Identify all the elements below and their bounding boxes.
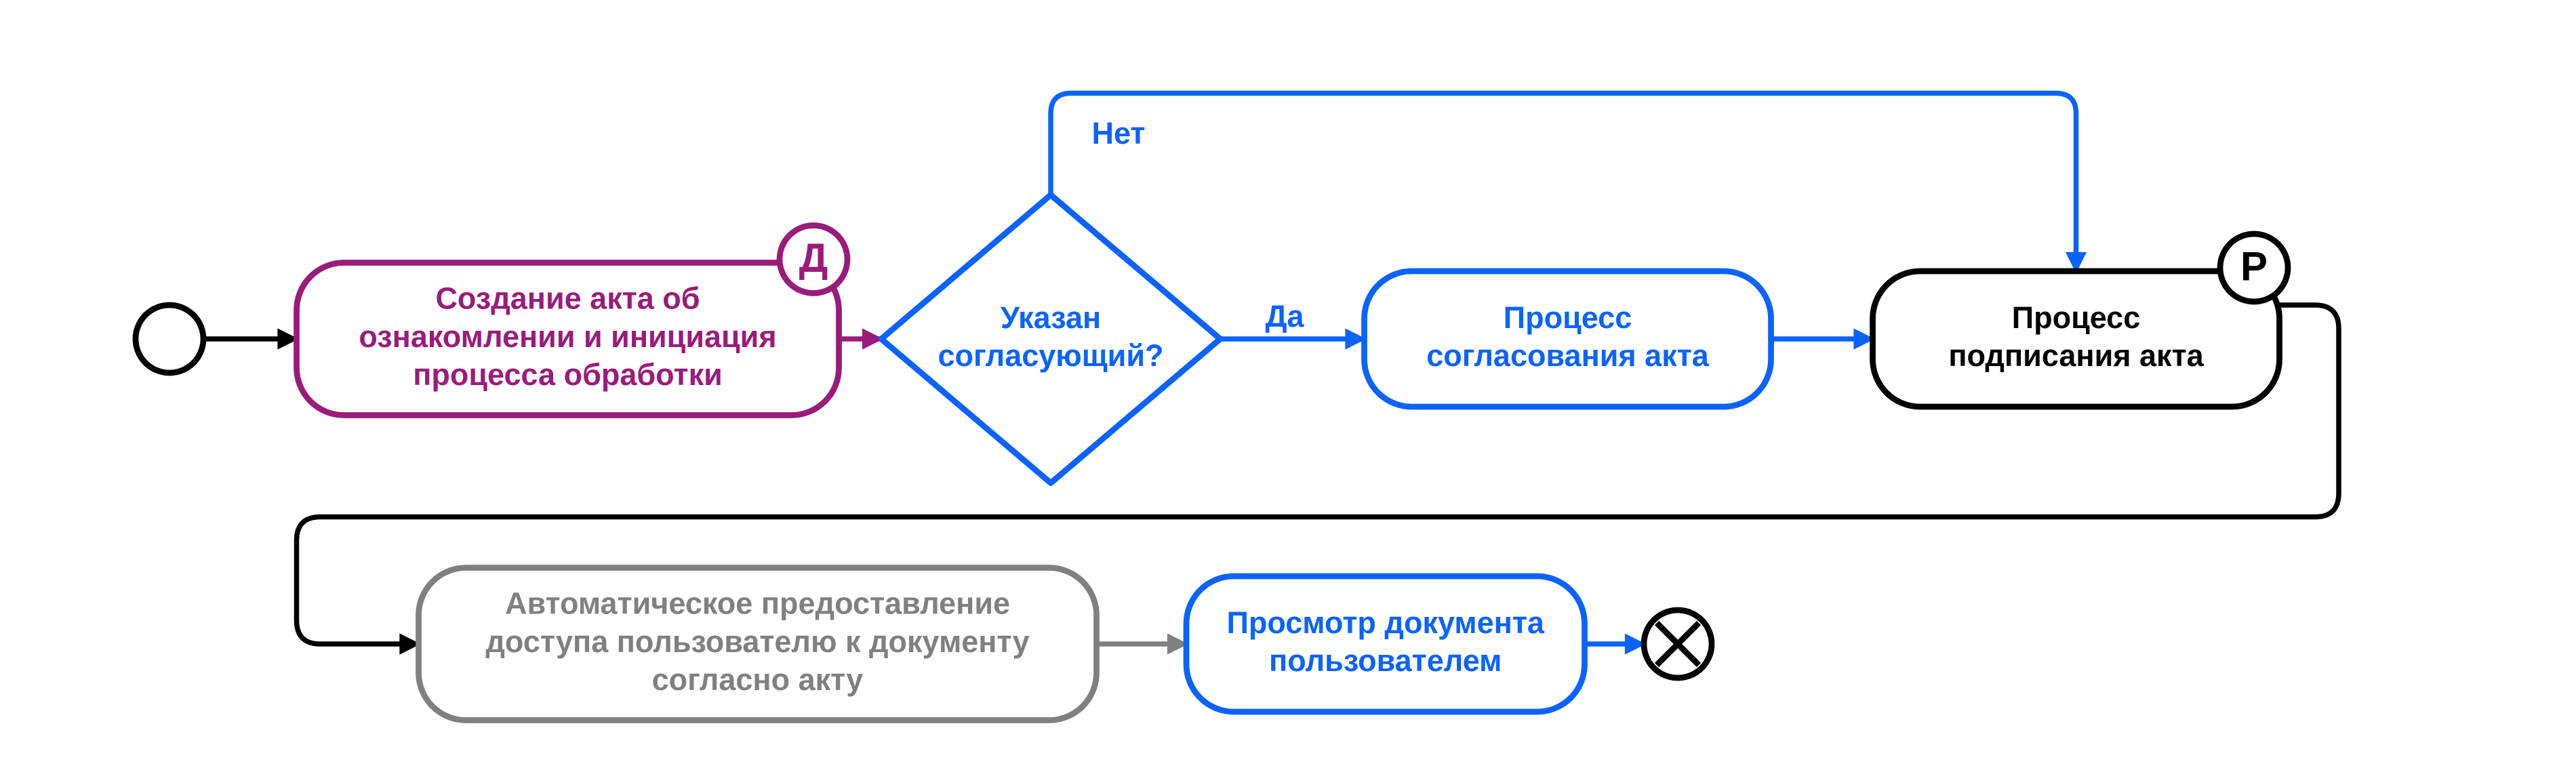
auto-access-label-line-0: Автоматическое предоставление [505,586,1010,621]
approval-label-line-0: Процесс [1504,300,1632,335]
view-doc-label-line-0: Просмотр документа [1227,605,1545,640]
decision-label-line-0: Указан [1001,300,1101,335]
node-end [1644,610,1712,678]
create-act-label-line-1: ознакомлении и инициация [359,319,776,354]
create-act-label-line-0: Создание акта об [435,281,700,316]
auto-access-label-line-2: согласно акту [652,662,864,697]
auto-access-label-line-1: доступа пользователю к документу [485,624,1029,659]
edge-e-decision-no [1051,94,2076,272]
create-act-badge-label: Д [799,235,828,281]
decision-label-line-1: согласующий? [938,338,1163,373]
signing-badge-label: Р [2240,243,2268,289]
view-doc-label-line-1: пользователем [1269,643,1502,678]
edge-label-e-decision-approval: Да [1265,299,1304,334]
signing-label-line-0: Процесс [2012,300,2140,335]
edge-label-e-decision-no: Нет [1092,116,1146,150]
node-start [136,305,203,373]
start-circle [136,305,203,373]
signing-label-line-1: подписания акта [1948,338,2204,373]
approval-label-line-1: согласования акта [1426,338,1710,373]
create-act-label-line-2: процесса обработки [413,357,723,392]
